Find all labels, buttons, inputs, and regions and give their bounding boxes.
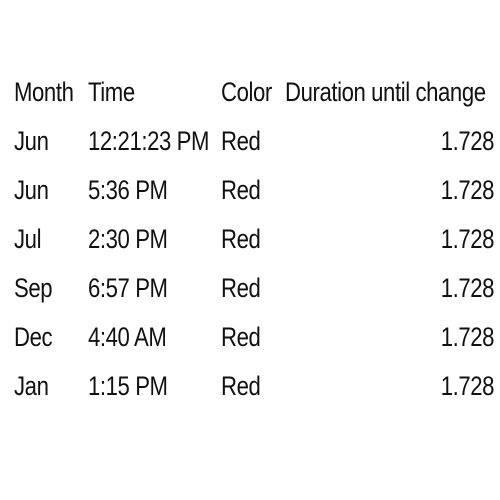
header-color: Color — [221, 68, 285, 117]
cell-color-text: Red — [221, 126, 261, 156]
cell-month-text: Jun — [14, 126, 49, 156]
cell-color-text: Red — [221, 273, 261, 303]
cell-color: Red — [221, 117, 285, 166]
cell-color-text: Red — [221, 322, 261, 352]
table-row: Sep 6:57 PM Red 1.728 — [14, 264, 494, 313]
cell-month: Jun — [14, 166, 88, 215]
table-row: Jan 1:15 PM Red 1.728 — [14, 362, 494, 411]
cell-duration-text: 1.728 — [440, 371, 494, 401]
header-row: Month Time Color Duration until change — [14, 68, 494, 117]
cell-month: Jun — [14, 117, 88, 166]
cell-time-text: 2:30 PM — [88, 224, 168, 254]
table-row: Dec 4:40 AM Red 1.728 — [14, 313, 494, 362]
cell-month-text: Jul — [14, 224, 42, 254]
header-time-label: Time — [88, 77, 135, 107]
cell-duration: 1.728 — [285, 215, 494, 264]
cell-time-text: 6:57 PM — [88, 273, 168, 303]
table-row: Jul 2:30 PM Red 1.728 — [14, 215, 494, 264]
cell-color-text: Red — [221, 224, 261, 254]
header-month: Month — [14, 68, 88, 117]
cell-month: Sep — [14, 264, 88, 313]
cell-color-text: Red — [221, 175, 261, 205]
cell-time: 4:40 AM — [88, 313, 221, 362]
header-duration: Duration until change — [285, 68, 494, 117]
cell-duration: 1.728 — [285, 264, 494, 313]
data-table: Month Time Color Duration until change J… — [14, 68, 494, 411]
cell-time: 6:57 PM — [88, 264, 221, 313]
cell-month-text: Dec — [14, 322, 53, 352]
table-row: Jun 5:36 PM Red 1.728 — [14, 166, 494, 215]
cell-month-text: Jan — [14, 371, 49, 401]
cell-duration-text: 1.728 — [440, 175, 494, 205]
cell-duration: 1.728 — [285, 313, 494, 362]
cell-color: Red — [221, 313, 285, 362]
cell-month: Jul — [14, 215, 88, 264]
header-time: Time — [88, 68, 221, 117]
cell-duration-text: 1.728 — [440, 322, 494, 352]
cell-color: Red — [221, 215, 285, 264]
data-table-container: Month Time Color Duration until change J… — [14, 68, 494, 411]
cell-duration: 1.728 — [285, 362, 494, 411]
cell-month-text: Jun — [14, 175, 49, 205]
cell-time-text: 5:36 PM — [88, 175, 168, 205]
header-duration-label: Duration until change — [285, 77, 486, 107]
cell-time-text: 12:21:23 PM — [88, 126, 210, 156]
cell-month-text: Sep — [14, 273, 53, 303]
cell-duration-text: 1.728 — [440, 126, 494, 156]
cell-color: Red — [221, 362, 285, 411]
cell-duration: 1.728 — [285, 117, 494, 166]
cell-color-text: Red — [221, 371, 261, 401]
cell-duration-text: 1.728 — [440, 224, 494, 254]
table-row: Jun 12:21:23 PM Red 1.728 — [14, 117, 494, 166]
cell-time: 2:30 PM — [88, 215, 221, 264]
cell-duration: 1.728 — [285, 166, 494, 215]
cell-time: 12:21:23 PM — [88, 117, 221, 166]
cell-time-text: 1:15 PM — [88, 371, 168, 401]
cell-color: Red — [221, 264, 285, 313]
header-month-label: Month — [14, 77, 74, 107]
cell-time: 5:36 PM — [88, 166, 221, 215]
header-color-label: Color — [221, 77, 272, 107]
cell-time: 1:15 PM — [88, 362, 221, 411]
cell-color: Red — [221, 166, 285, 215]
cell-duration-text: 1.728 — [440, 273, 494, 303]
cell-month: Dec — [14, 313, 88, 362]
cell-time-text: 4:40 AM — [88, 322, 167, 352]
cell-month: Jan — [14, 362, 88, 411]
